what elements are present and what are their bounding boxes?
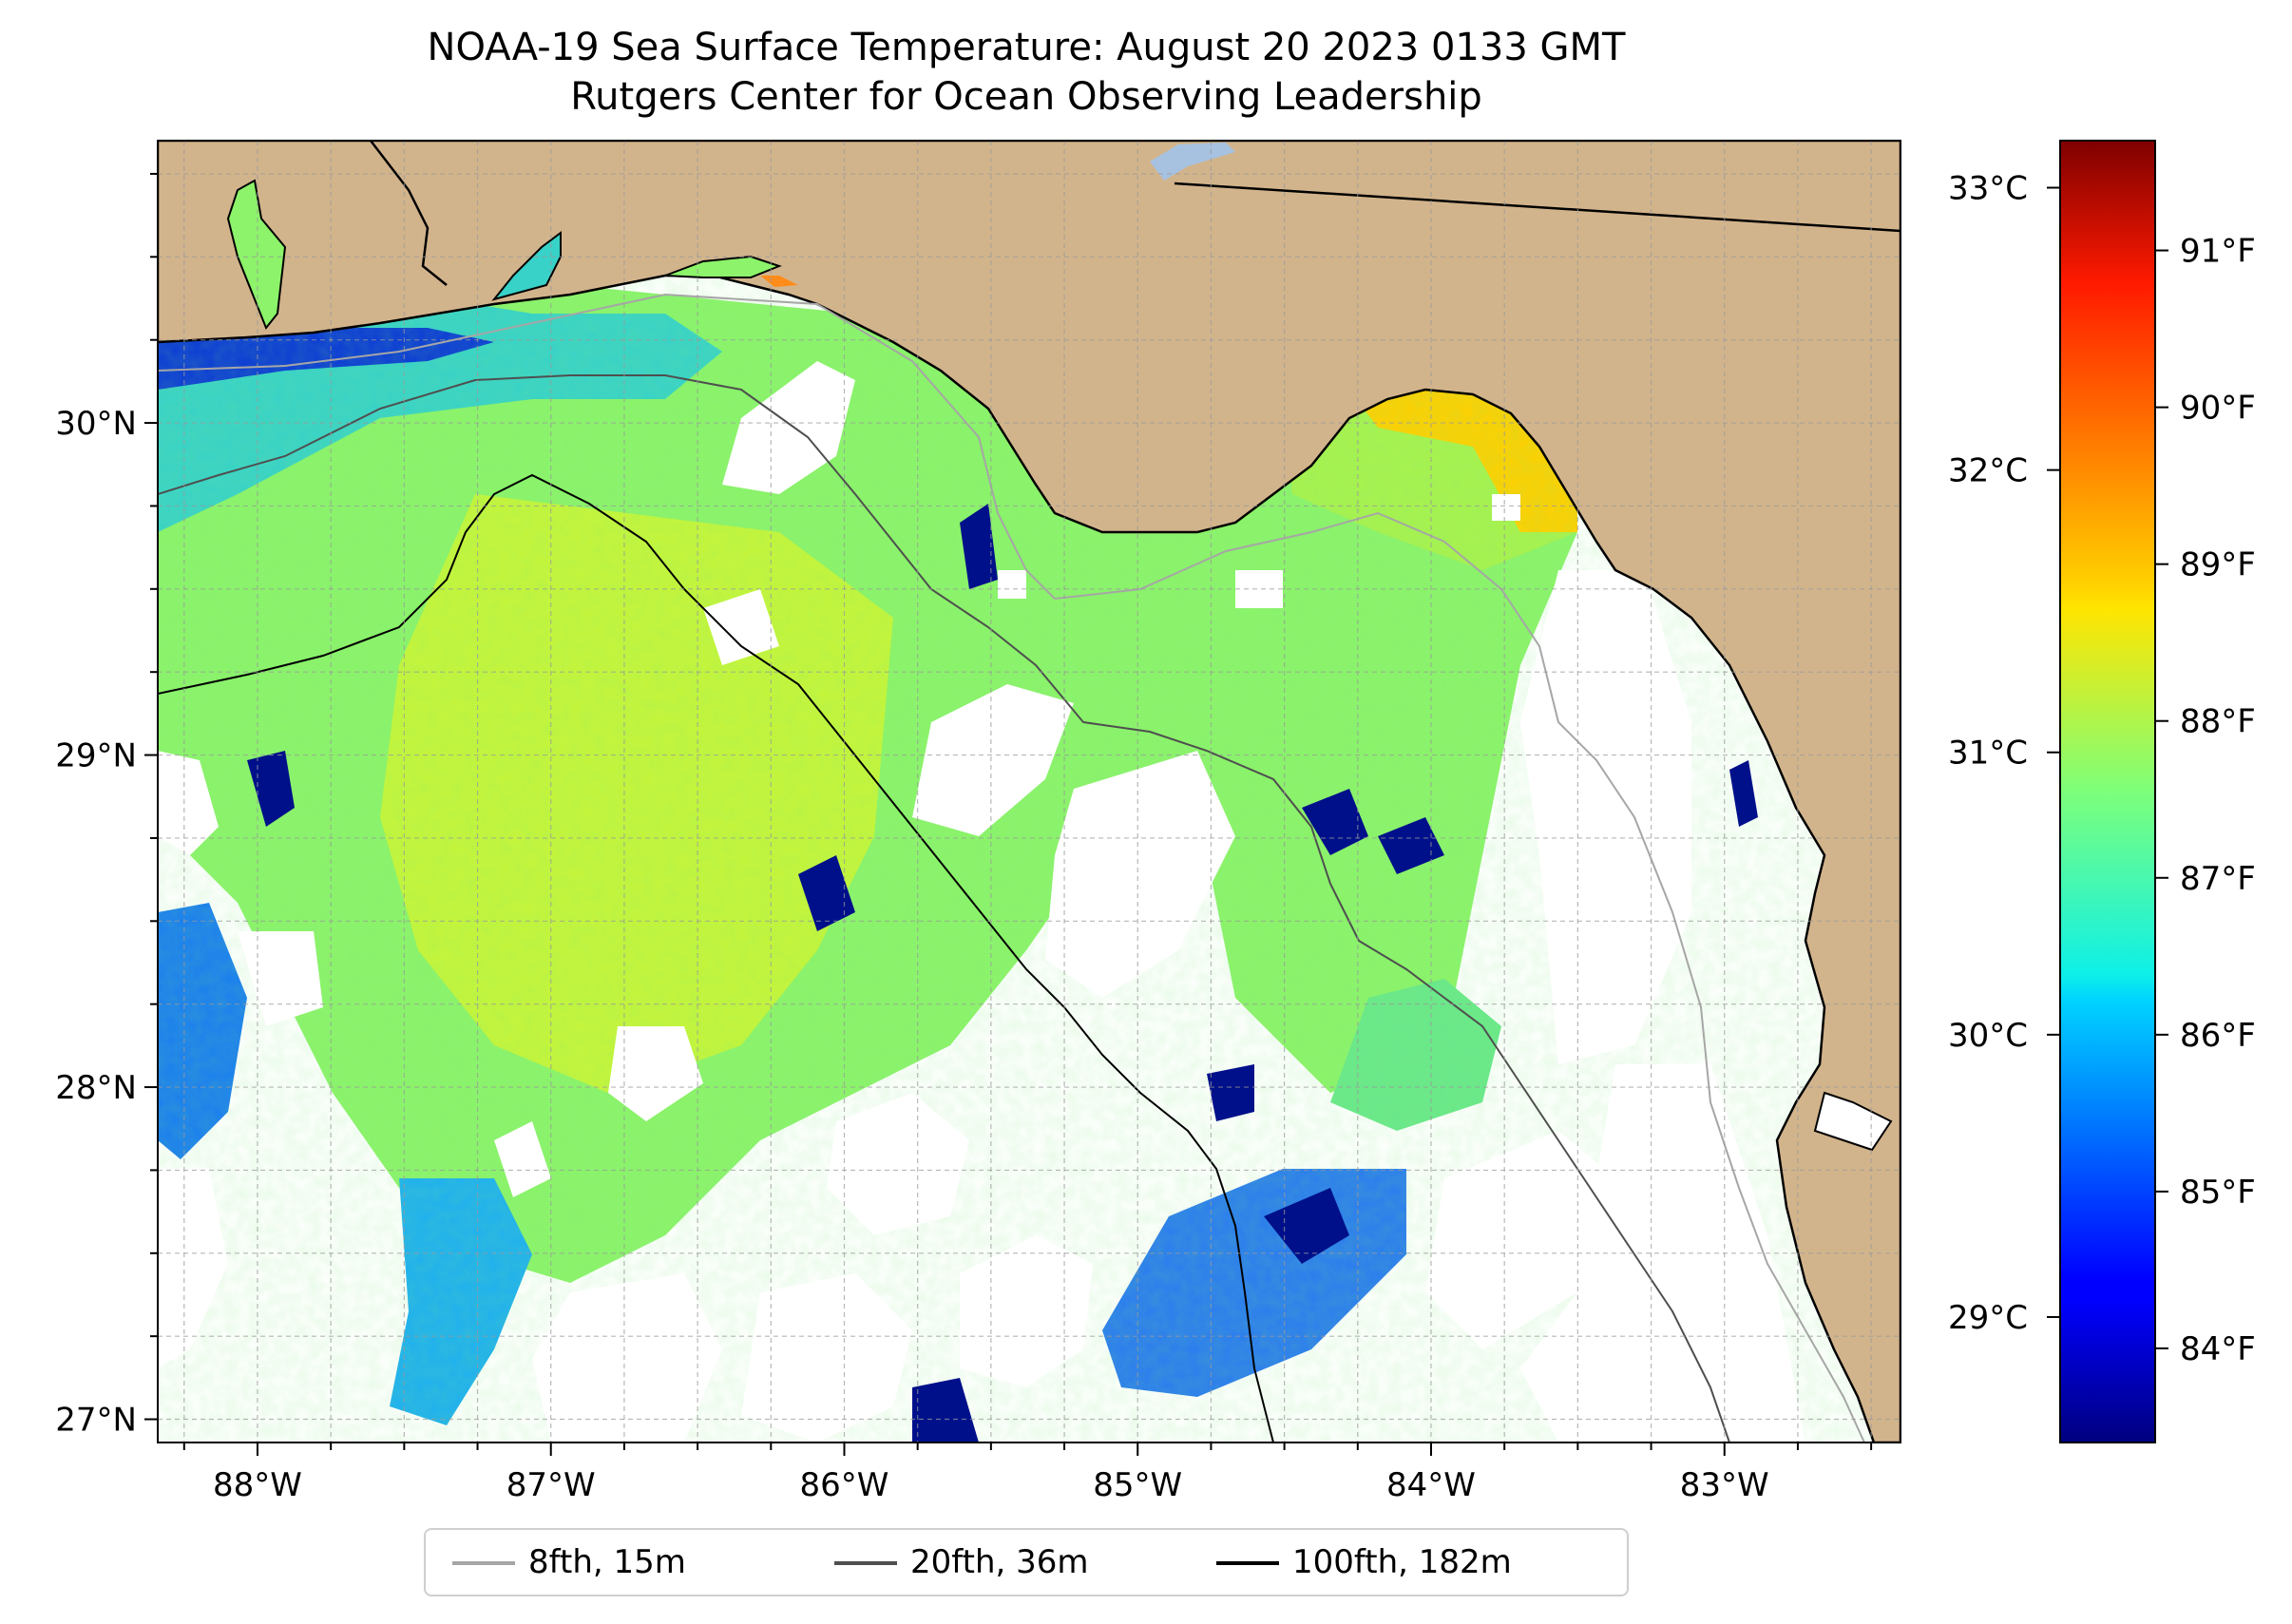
- colorbar-ticks: 84°F 85°F 86°F 87°F 88°F 89°F 90°F 91°F 29°C 30°C…: [1948, 170, 2256, 1368]
- choctawhatchee-bay: [664, 255, 782, 278]
- colorbar-label-f: 84°F: [2180, 1330, 2256, 1368]
- lat-tick-label: 30°N: [55, 405, 137, 443]
- cold-specks: [247, 504, 1758, 1442]
- pensacola-bay: [491, 231, 562, 301]
- colorbar-label-f: 87°F: [2180, 860, 2256, 898]
- colorbar-label-f: 91°F: [2180, 233, 2256, 271]
- colorbar-label-c: 33°C: [1948, 170, 2028, 208]
- lat-tick-label: 27°N: [55, 1402, 137, 1440]
- lon-tick-label: 86°W: [800, 1466, 889, 1504]
- isobath-20fth: [158, 374, 1730, 1442]
- lake-seminole: [1150, 143, 1235, 181]
- isobath-8fth: [158, 293, 1865, 1442]
- map-axis-ticks: 88°W 87°W 86°W 85°W 84°W 83°W 30°N 29°N 28°N 27°N: [55, 172, 1873, 1504]
- colorbar-label-f: 86°F: [2180, 1017, 2256, 1055]
- title-line-2: Rutgers Center for Ocean Observing Leade…: [570, 75, 1482, 119]
- legend-label-100fth: 100fth, 182m: [1292, 1543, 1512, 1581]
- lat-tick-label: 29°N: [55, 737, 137, 775]
- legend-label-20fth: 20fth, 36m: [910, 1543, 1089, 1581]
- title-line-1: NOAA-19 Sea Surface Temperature: August …: [427, 26, 1626, 69]
- colorbar-label-c: 32°C: [1948, 452, 2028, 490]
- lon-tick-label: 83°W: [1680, 1466, 1769, 1504]
- gridlines: [158, 141, 1900, 1442]
- isobath-100fth: [158, 473, 1274, 1442]
- colorbar: 84°F 85°F 86°F 87°F 88°F 89°F 90°F 91°F 29°C 30°C…: [1948, 140, 2256, 1443]
- legend-swatch-20fth: [834, 1561, 897, 1565]
- state-border-al-fl: [370, 141, 448, 286]
- lon-tick-label: 87°W: [506, 1466, 596, 1504]
- land: [158, 141, 1900, 1442]
- map-title: NOAA-19 Sea Surface Temperature: August …: [152, 23, 1900, 122]
- colorbar-gradient: [2059, 140, 2156, 1443]
- colorbar-label-f: 89°F: [2180, 546, 2256, 584]
- colorbar-label-f: 90°F: [2180, 390, 2256, 428]
- state-border: [1174, 182, 1900, 233]
- mobile-bay: [226, 179, 287, 330]
- colorbar-label-c: 31°C: [1948, 735, 2028, 773]
- colorbar-label-c: 30°C: [1948, 1017, 2028, 1055]
- lon-tick-label: 85°W: [1093, 1466, 1182, 1504]
- isobaths: [158, 293, 1865, 1442]
- lon-tick-label: 88°W: [213, 1466, 302, 1504]
- lat-tick-label: 28°N: [55, 1069, 137, 1107]
- legend-label-8fth: 8fth, 15m: [528, 1543, 686, 1581]
- map-frame: [157, 140, 1901, 1443]
- hot-spot-bay: [760, 276, 798, 287]
- isobath-legend: 8fth, 15m 20fth, 36m 100fth, 182m: [424, 1528, 1629, 1596]
- tampa-bay: [1813, 1091, 1893, 1152]
- colorbar-label-c: 29°C: [1948, 1299, 2028, 1337]
- colorbar-label-f: 85°F: [2180, 1174, 2256, 1212]
- legend-swatch-8fth: [452, 1561, 515, 1565]
- legend-swatch-100fth: [1216, 1561, 1279, 1565]
- colorbar-label-f: 88°F: [2180, 703, 2256, 741]
- map-area: [158, 141, 1900, 1442]
- lon-tick-label: 84°W: [1386, 1466, 1476, 1504]
